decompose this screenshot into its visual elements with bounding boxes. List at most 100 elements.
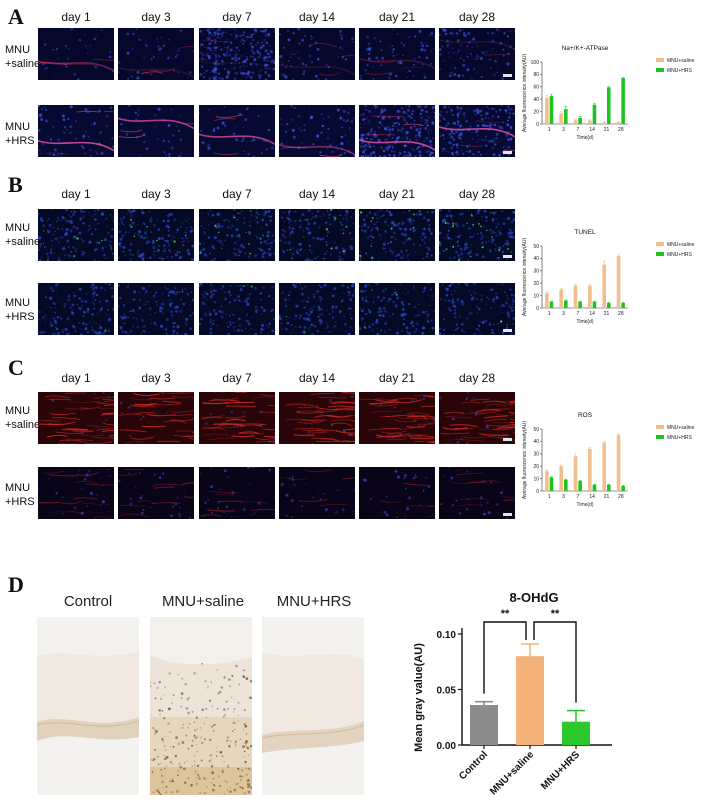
chart-na-k-atpase: Na+/K+-ATPase Average fluorescence intens… — [506, 40, 696, 148]
micrograph-c-hrs — [118, 467, 194, 519]
panel-a-letter: A — [8, 4, 24, 29]
bar-mnu-saline — [573, 120, 578, 124]
micrograph-a-saline — [38, 28, 114, 80]
micrograph-a-hrs — [38, 105, 114, 157]
bar-mnu-hrs — [592, 484, 597, 491]
legend-label-mnu-saline: MNU+saline — [667, 58, 695, 64]
x-tick-label: 1 — [548, 127, 551, 133]
bar-mnu-hrs — [592, 104, 597, 124]
bar-mnu-hrs — [607, 303, 611, 308]
micrograph-b-hrs — [439, 283, 515, 335]
y-tick-label: 40 — [533, 439, 539, 445]
bar-mnu-hrs — [549, 96, 554, 124]
panel-c-day-label: day 21 — [378, 371, 416, 385]
micrograph-c-hrs — [359, 467, 435, 519]
micrograph-a-saline — [439, 28, 515, 80]
micrograph-b-hrs — [199, 283, 275, 335]
y-tick-label: 60 — [533, 85, 539, 91]
x-tick-label: 7 — [576, 127, 579, 133]
panel-b-day-label: day 21 — [378, 187, 416, 201]
micrograph-b-hrs — [359, 283, 435, 335]
micrograph-a-hrs — [439, 105, 515, 157]
chart-x-axis-label: Time(d) — [576, 135, 593, 141]
micrograph-a-saline — [118, 28, 194, 80]
micrograph-a-hrs — [199, 105, 275, 157]
x-tick-label: 1 — [548, 311, 551, 317]
y-tick-label: 40 — [533, 256, 539, 262]
y-tick-label: 0.10 — [437, 630, 457, 641]
bar-mnu-saline — [573, 456, 578, 491]
micrograph-a-saline — [279, 28, 355, 80]
y-tick-label: 10 — [533, 476, 539, 482]
x-tick-label: 21 — [604, 311, 610, 317]
bar-control — [470, 705, 498, 745]
micrograph-a-saline — [199, 28, 275, 80]
y-tick-label: 50 — [533, 427, 539, 433]
scale-bar — [503, 438, 512, 441]
panel-a-day-label: day 1 — [61, 10, 91, 24]
legend-swatch-mnu-hrs — [656, 435, 664, 439]
bar-mnu-hrs — [621, 78, 625, 124]
chart-title: Na+/K+-ATPase — [562, 45, 609, 52]
micrograph-b-hrs — [279, 283, 355, 335]
panel-a-day-label: day 28 — [458, 10, 496, 24]
micrograph-b-saline — [279, 209, 355, 261]
x-tick-label: 28 — [618, 127, 624, 133]
ihc-image-control — [37, 617, 139, 795]
y-tick-label: 0 — [536, 122, 539, 128]
y-tick-label: 0.00 — [437, 741, 457, 752]
y-tick-label: 10 — [533, 293, 539, 299]
x-tick-label: 21 — [604, 494, 610, 500]
bar-mnu-hrs — [549, 301, 554, 308]
scale-bar — [503, 329, 512, 332]
panel-a-day-label: day 14 — [298, 10, 336, 24]
bar-mnu-saline — [588, 448, 592, 491]
x-tick-label: MNU+saline — [488, 749, 536, 795]
significance-label: ** — [551, 608, 560, 620]
micrograph-b-hrs — [118, 283, 194, 335]
panel-b-day-label: day 28 — [458, 187, 496, 201]
chart-y-axis-label: Average fluorescence intensity(AU) — [522, 54, 528, 133]
bar-mnu-hrs — [564, 479, 568, 491]
bar-mnu-saline — [616, 122, 621, 124]
x-tick-label: 3 — [562, 311, 565, 317]
chart-title: ROS — [578, 412, 593, 419]
panel-d-letter: D — [8, 572, 24, 597]
bar-mnu-hrs — [592, 301, 597, 308]
ihc-label-mnu-saline: MNU+saline — [161, 593, 245, 610]
bar-mnu-saline — [602, 442, 606, 491]
y-tick-label: 20 — [533, 109, 539, 115]
y-tick-label: 0 — [536, 306, 539, 312]
significance-bracket — [533, 621, 577, 703]
bar-mnu-hrs — [578, 301, 582, 308]
ihc-label-mnu-hrs: MNU+HRS — [276, 593, 352, 610]
bar-mnu-saline — [559, 466, 563, 491]
bar-mnu-hrs — [607, 484, 611, 491]
bar-mnu-hrs — [621, 303, 625, 308]
bar-mnu-saline — [559, 289, 563, 308]
bar-mnu-saline — [573, 285, 578, 308]
bar-mnu-saline — [616, 435, 621, 491]
bar-mnu-saline — [602, 122, 606, 124]
micrograph-a-saline — [359, 28, 435, 80]
x-tick-label: 21 — [604, 127, 610, 133]
panel-b-day-label: day 3 — [141, 187, 171, 201]
chart-y-axis-label: Average fluorescence intensity(AU) — [522, 421, 528, 500]
ihc-image-mnu-hrs — [262, 617, 364, 795]
micrograph-c-saline — [439, 392, 515, 444]
bar-mnu-saline — [616, 255, 621, 308]
micrograph-a-hrs — [279, 105, 355, 157]
x-tick-label: 28 — [618, 494, 624, 500]
bar-mnu-hrs — [562, 721, 590, 745]
y-tick-label: 0 — [536, 489, 539, 495]
y-tick-label: 80 — [533, 72, 539, 78]
panel-c-row-saline-label: MNU +saline — [5, 405, 41, 431]
bar-mnu-hrs — [607, 87, 611, 124]
x-tick-label: 14 — [589, 127, 595, 133]
y-tick-label: 20 — [533, 464, 539, 470]
micrograph-c-saline — [199, 392, 275, 444]
y-tick-label: 0.05 — [437, 686, 457, 697]
legend-label-mnu-saline: MNU+saline — [667, 425, 695, 431]
panel-b-day-label: day 7 — [222, 187, 252, 201]
chart-ros: ROS Average fluorescence intensity(AU) 0 10… — [506, 407, 696, 515]
